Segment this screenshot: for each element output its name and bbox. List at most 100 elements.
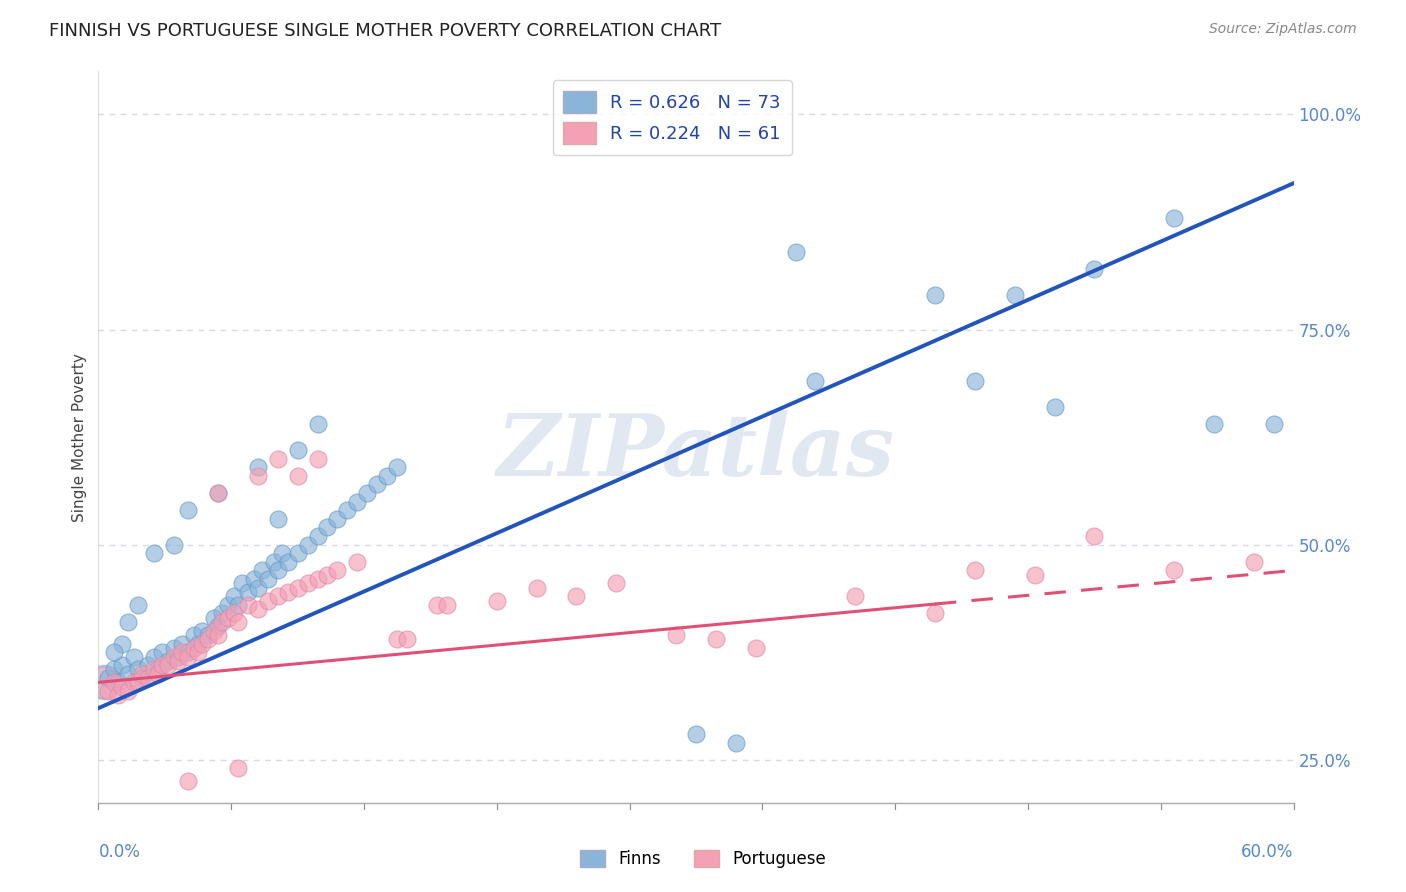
Point [236,598,259,612]
Point [436,598,458,612]
Point [326,512,349,526]
Point [157,658,180,673]
Point [263,555,285,569]
Point [963,564,986,578]
Point [163,538,186,552]
Point [226,598,249,612]
Point [267,564,290,578]
Point [307,451,329,466]
Point [665,628,688,642]
Legend: R = 0.626   N = 73, R = 0.224   N = 61: R = 0.626 N = 73, R = 0.224 N = 61 [553,80,792,155]
Point [131,671,153,685]
Point [217,598,239,612]
Point [103,662,125,676]
Text: Source: ZipAtlas.com: Source: ZipAtlas.com [1209,22,1357,37]
Point [844,856,866,871]
Point [93,675,115,690]
Point [724,735,747,749]
Point [231,576,253,591]
Point [172,637,194,651]
Point [256,593,278,607]
Point [250,564,273,578]
Point [346,494,368,508]
Point [117,615,139,629]
Point [385,460,409,475]
Point [131,666,153,681]
Point [375,468,398,483]
Point [143,649,166,664]
Point [605,576,627,591]
Point [287,468,309,483]
Point [127,662,149,676]
Point [207,486,229,500]
Text: 60.0%: 60.0% [1241,843,1294,861]
Point [117,666,139,681]
Point [1083,262,1105,277]
Point [1043,400,1066,414]
Point [1083,529,1105,543]
Point [163,649,186,664]
Point [745,640,768,655]
Point [1004,869,1026,883]
Point [270,546,292,560]
Point [297,576,319,591]
Point [217,611,239,625]
Point [243,572,266,586]
Point [167,649,190,664]
Point [111,658,134,673]
Point [148,662,170,676]
Point [336,503,359,517]
Point [565,589,588,603]
Point [150,658,173,673]
Point [103,645,125,659]
Point [1163,211,1185,225]
Point [246,468,269,483]
Point [150,645,173,659]
Point [356,486,378,500]
Legend: Finns, Portuguese: Finns, Portuguese [574,843,832,875]
Point [177,503,200,517]
Point [924,607,946,621]
Point [307,572,329,586]
Point [236,585,259,599]
Point [177,645,200,659]
Point [485,593,508,607]
Point [963,374,986,388]
Point [136,671,159,685]
Point [326,564,349,578]
Point [246,460,269,475]
Point [385,632,409,647]
Point [1004,288,1026,302]
Point [207,628,229,642]
Point [183,640,205,655]
Point [267,451,290,466]
Point [93,675,115,690]
Point [202,624,225,638]
Point [143,546,166,560]
Point [107,688,129,702]
Point [277,585,299,599]
Point [426,598,449,612]
Point [316,520,339,534]
Point [316,567,339,582]
Point [1202,417,1225,432]
Point [226,615,249,629]
Point [103,675,125,690]
Point [211,607,233,621]
Point [148,666,170,681]
Point [136,658,159,673]
Point [124,649,146,664]
Point [307,529,329,543]
Point [396,632,419,647]
Point [287,546,309,560]
Point [191,624,214,638]
Point [1024,567,1046,582]
Point [287,442,309,457]
Point [346,555,368,569]
Point [143,662,166,676]
Point [246,602,269,616]
Point [202,611,225,625]
Point [804,843,827,857]
Point [207,486,229,500]
Point [167,654,190,668]
